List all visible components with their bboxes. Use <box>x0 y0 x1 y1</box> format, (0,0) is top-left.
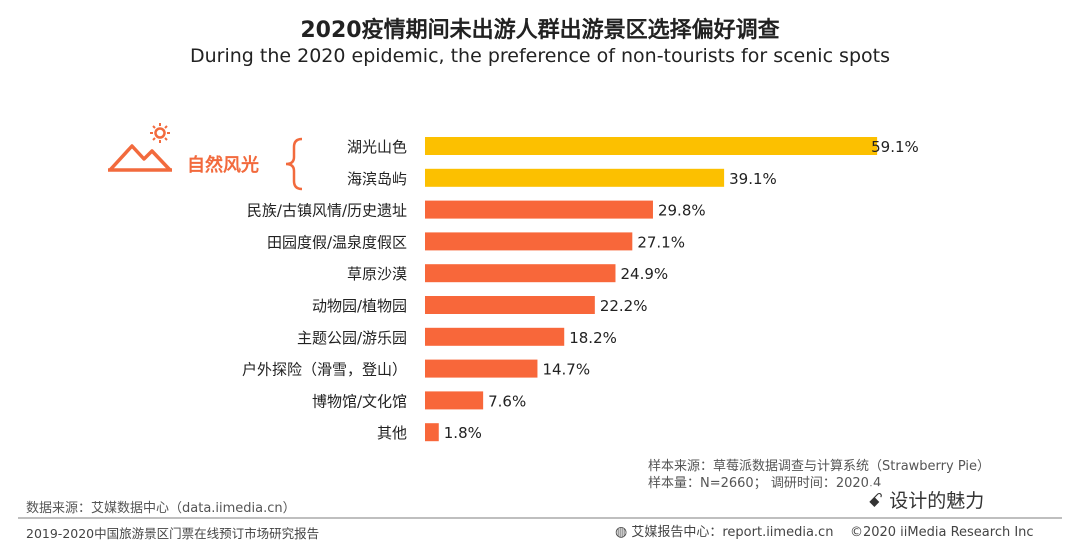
value-label-1: 39.1% <box>729 170 777 188</box>
bar-7 <box>425 359 538 378</box>
category-label-5: 动物园/植物园 <box>312 297 407 315</box>
data-source: 数据来源：艾媒数据中心（data.iimedia.cn） <box>26 501 296 516</box>
value-label-4: 24.9% <box>620 265 668 283</box>
watermark-text: 设计的魅力 <box>889 490 985 512</box>
footer-center-link[interactable]: 艾媒报告中心：report.iimedia.cn <box>631 525 834 540</box>
brace-icon <box>285 137 303 191</box>
sample-size: 样本量：N=2660； 调研时间：2020.4 <box>648 476 882 491</box>
category-label-8: 博物馆/文化馆 <box>312 392 407 410</box>
category-label-0: 湖光山色 <box>347 138 407 156</box>
group-label: 自然风光 <box>187 155 259 176</box>
category-label-4: 草原沙漠 <box>347 265 407 283</box>
mountain-sun-icon <box>108 123 172 172</box>
bar-3 <box>425 232 633 251</box>
category-label-6: 主题公园/游乐园 <box>297 329 407 347</box>
value-label-6: 18.2% <box>569 329 617 347</box>
value-label-5: 22.2% <box>600 297 648 315</box>
value-label-9: 1.8% <box>444 424 482 442</box>
value-label-0: 59.1% <box>871 138 919 156</box>
value-label-7: 14.7% <box>542 361 590 379</box>
chart-title: 2020疫情期间未出游人群出游景区选择偏好调查 <box>300 18 780 43</box>
footer-credits: ◍ 艾媒报告中心：report.iimedia.cn ©2020 iiMedia… <box>615 521 1034 540</box>
footer-divider <box>18 517 1062 519</box>
bar-6 <box>425 327 565 346</box>
bar-2 <box>425 200 653 219</box>
category-label-1: 海滨岛屿 <box>347 170 407 188</box>
bar-8 <box>425 391 484 410</box>
chart-subtitle: During the 2020 epidemic, the preference… <box>189 45 890 67</box>
category-label-9: 其他 <box>377 424 407 442</box>
bar-4 <box>425 264 616 283</box>
sample-source: 样本来源：草莓派数据调查与计算系统（Strawberry Pie） <box>648 459 990 474</box>
footer-copyright: ©2020 iiMedia Research Inc <box>849 525 1034 540</box>
bar-9 <box>425 423 439 442</box>
sample-note: 样本来源：草莓派数据调查与计算系统（Strawberry Pie） 样本量：N=… <box>648 458 1038 492</box>
category-label-3: 田园度假/温泉度假区 <box>267 233 407 251</box>
category-label-2: 民族/古镇风情/历史遗址 <box>247 202 407 220</box>
value-label-8: 7.6% <box>488 392 526 410</box>
bar-1 <box>425 168 725 187</box>
wechat-icon: ꗃ <box>868 490 884 512</box>
bar-0 <box>425 137 878 155</box>
globe-icon: ◍ <box>615 524 628 540</box>
value-label-3: 27.1% <box>637 233 685 251</box>
bar-5 <box>425 296 595 314</box>
category-label-7: 户外探险（滑雪，登山） <box>242 361 407 379</box>
watermark: ꗃ 设计的魅力 <box>864 486 989 513</box>
report-title: 2019-2020中国旅游景区门票在线预订市场研究报告 <box>26 526 320 541</box>
value-label-2: 29.8% <box>658 202 706 220</box>
